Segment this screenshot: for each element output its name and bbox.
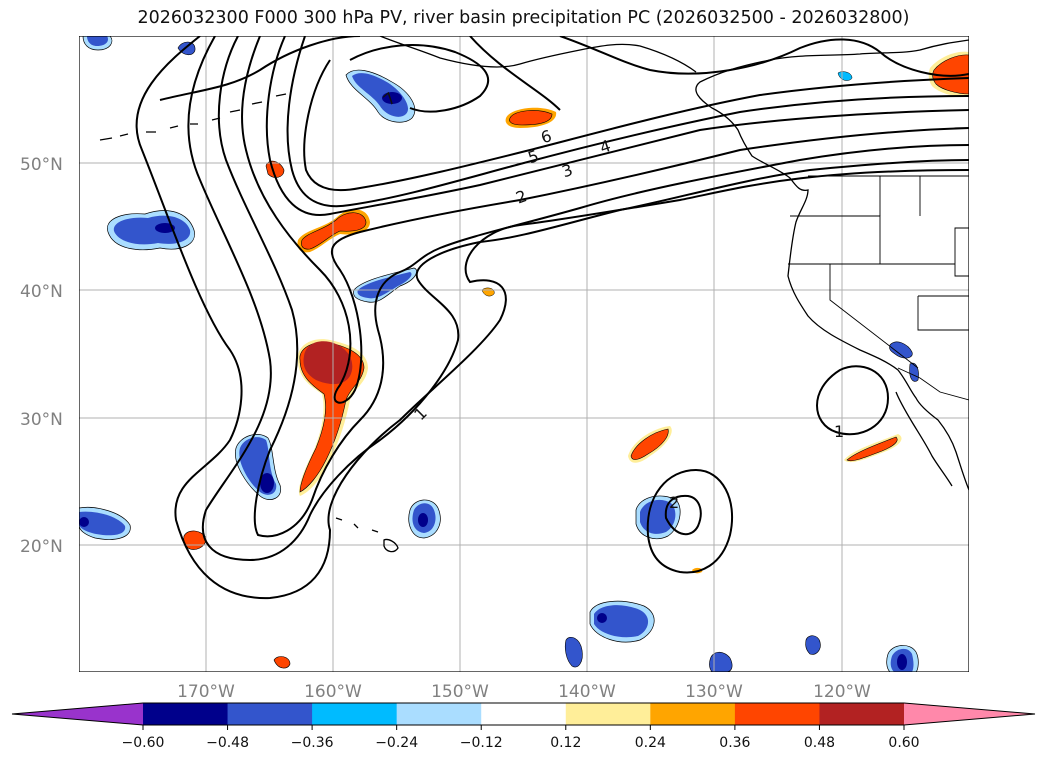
colorbar-tick-label: 0.12 — [550, 735, 581, 751]
colorbar: −0.60 −0.48 −0.36 −0.24 −0.12 0.12 0.24 0.36 0.4… — [11, 702, 1036, 751]
pos-blob-7 — [928, 51, 969, 97]
lon-label-130w: 130°W — [685, 682, 743, 702]
pv-contour-7 — [303, 59, 969, 192]
neg-blob-3 — [82, 36, 113, 51]
colorbar-tick-label: 0.24 — [635, 735, 666, 751]
colorbar-tick-label: −0.36 — [291, 735, 334, 751]
lon-label-120w: 120°W — [813, 682, 871, 702]
lat-label-20: 20°N — [20, 537, 63, 557]
colorbar-segment — [819, 703, 905, 725]
state-border-5 — [879, 176, 969, 277]
lon-label-140w: 140°W — [558, 682, 616, 702]
us-mexico-border — [897, 367, 969, 401]
pv-contour-2 — [187, 36, 969, 562]
pv-contour-1 — [135, 36, 969, 600]
colorbar-segment — [565, 703, 651, 725]
neg-blob-2 — [79, 506, 131, 540]
colorbar-segment — [481, 703, 567, 725]
pv-contour-5 — [265, 36, 969, 216]
colorbar-segment — [312, 703, 398, 725]
colorbar-tick-label: 0.48 — [804, 735, 835, 751]
pv-contour-2c — [664, 494, 702, 536]
neg-blob-12 — [709, 651, 733, 672]
graticule — [79, 36, 969, 672]
aleutians — [99, 93, 287, 141]
pv-contour-1b — [816, 365, 890, 436]
pv-contour-3 — [217, 36, 969, 538]
hawaii-islands — [335, 517, 399, 553]
neg-blob-1 — [107, 210, 195, 251]
contour-label-1b: 1 — [834, 422, 844, 441]
neg-blob-6 — [353, 267, 417, 303]
lat-label-50: 50°N — [20, 155, 63, 175]
lat-label-40: 40°N — [20, 282, 63, 302]
map-plot-area: 1 1 2 2 3 4 5 6 7 — [79, 36, 969, 672]
lon-labels: 170°W 160°W 150°W 140°W 130°W 120°W — [177, 682, 871, 702]
colorbar-segment — [227, 703, 313, 725]
pv-contour-2b — [646, 468, 734, 574]
country-borders — [788, 175, 969, 401]
colorbar-segment — [396, 703, 482, 725]
state-border-4 — [917, 295, 969, 331]
colorbar-tick-label: −0.24 — [375, 735, 418, 751]
colorbar-extend-high — [904, 703, 1035, 725]
neg-blob-13 — [805, 635, 821, 655]
neg-blob-11 — [564, 637, 583, 668]
neg-blob-14 — [886, 645, 919, 672]
pv-contour-ne — [159, 36, 361, 101]
baja-peninsula — [895, 391, 953, 487]
colorbar-segment — [734, 703, 820, 725]
alaska-coast — [379, 36, 697, 73]
pv-contour-6 — [286, 36, 969, 208]
lon-label-160w: 160°W — [304, 682, 362, 702]
coastlines — [99, 36, 969, 553]
lon-label-150w: 150°W — [431, 682, 489, 702]
neg-blob-10 — [589, 600, 655, 643]
map-title: 2026032300 F000 300 hPa PV, river basin … — [137, 8, 910, 28]
lat-labels: 50°N 40°N 30°N 20°N — [20, 155, 63, 557]
lon-label-170w: 170°W — [177, 682, 235, 702]
colorbar-tick-label: 0.60 — [888, 735, 919, 751]
colorbar-extend-low — [12, 703, 143, 725]
colorbar-tick-label: 0.36 — [719, 735, 750, 751]
state-border-1 — [790, 215, 955, 265]
pv-contour-4 — [240, 36, 969, 404]
colorbar-tick-label: −0.60 — [122, 735, 165, 751]
neg-blob-15 — [889, 341, 919, 382]
pos-blob-3 — [505, 107, 557, 128]
lat-label-30: 30°N — [20, 410, 63, 430]
contour-label-2b: 2 — [669, 493, 679, 512]
pv-contour-north — [559, 36, 969, 77]
colorbar-segment — [143, 703, 229, 725]
state-border-3 — [829, 264, 919, 369]
colorbar-tick-label: −0.12 — [460, 735, 503, 751]
pos-blob-5 — [628, 426, 672, 463]
neg-blob-8 — [408, 499, 441, 539]
pos-blob-6 — [844, 434, 902, 463]
colorbar-segment — [650, 703, 736, 725]
pv-contour-tl — [469, 36, 561, 111]
north-america-coast — [695, 39, 969, 491]
pv-contours — [135, 36, 969, 600]
colorbar-tick-label: −0.48 — [206, 735, 249, 751]
neg-blob-5 — [345, 69, 416, 123]
